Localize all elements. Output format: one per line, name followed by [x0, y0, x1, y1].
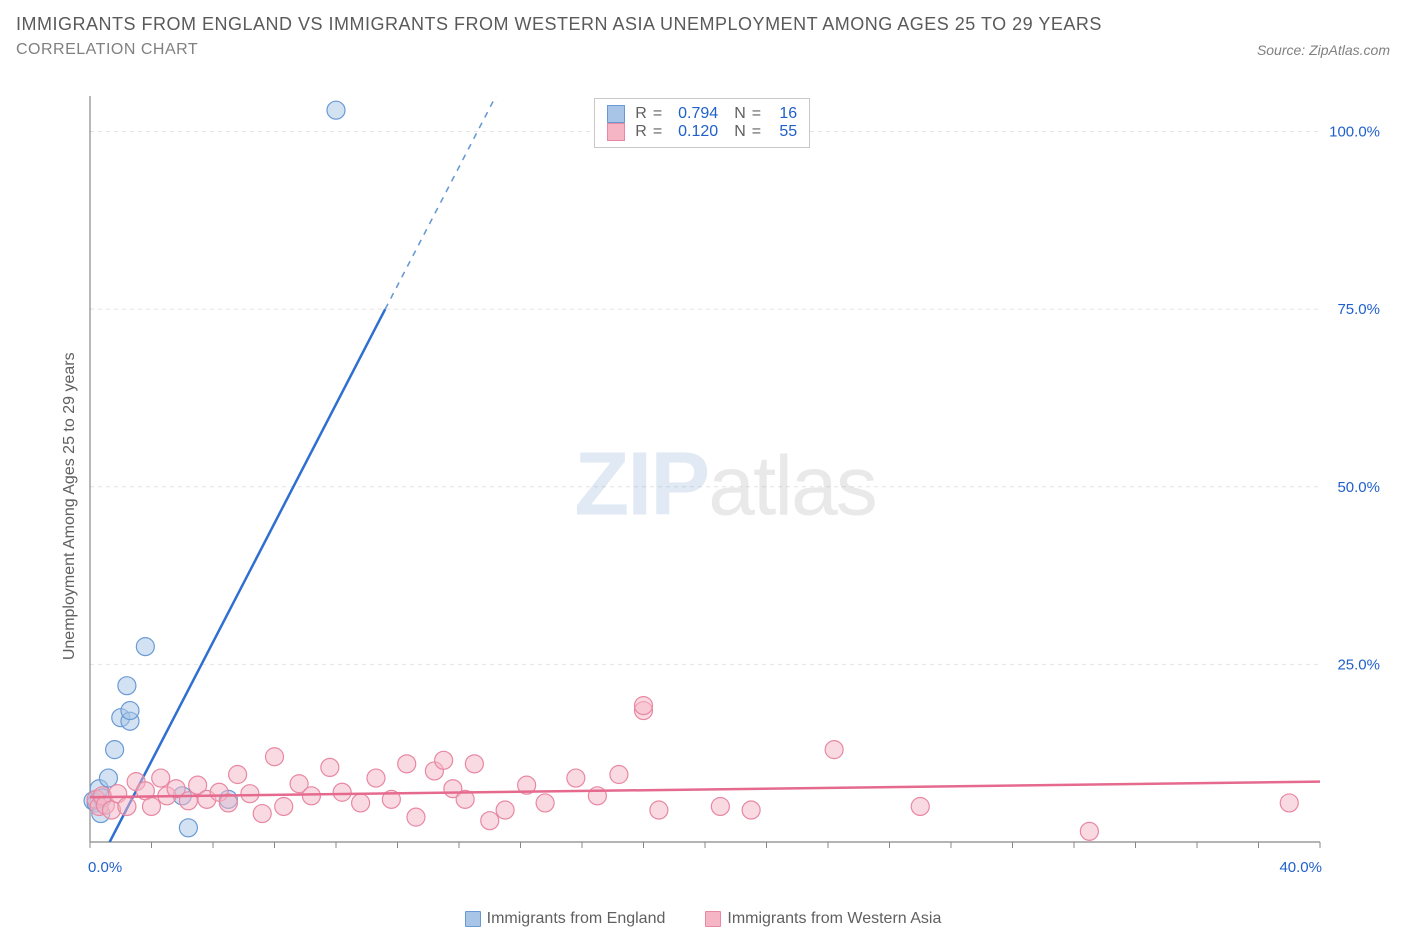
stats-r-label: R	[635, 123, 647, 141]
stats-n-label: N	[734, 123, 746, 141]
stats-legend-row: R = 0.794 N = 16	[607, 105, 797, 123]
stats-legend-box: R = 0.794 N = 16 R = 0.120 N = 55	[594, 98, 810, 148]
svg-text:40.0%: 40.0%	[1279, 859, 1322, 876]
stats-swatch	[607, 105, 625, 123]
stats-eq: =	[752, 123, 761, 141]
stats-r-value: 0.794	[668, 105, 718, 123]
stats-n-value: 16	[767, 105, 797, 123]
svg-text:Unemployment Among Ages 25 to: Unemployment Among Ages 25 to 29 years	[61, 352, 78, 660]
legend-item: Immigrants from England	[465, 910, 666, 928]
svg-text:100.0%: 100.0%	[1329, 124, 1380, 141]
stats-n-value: 55	[767, 123, 797, 141]
source-prefix: Source:	[1257, 42, 1309, 58]
chart-area: 25.0% 50.0% 75.0% 100.0% 0.0% 40.0% Unemployme…	[60, 90, 1390, 880]
source-attribution: Source: ZipAtlas.com	[1257, 42, 1390, 58]
scatter-chart-svg: 25.0% 50.0% 75.0% 100.0% 0.0% 40.0% Unemployme…	[60, 90, 1390, 880]
source-name: ZipAtlas.com	[1309, 42, 1390, 58]
stats-n-label: N	[734, 105, 746, 123]
stats-r-value: 0.120	[668, 123, 718, 141]
svg-text:50.0%: 50.0%	[1337, 479, 1380, 496]
stats-eq: =	[752, 105, 761, 123]
chart-subtitle: CORRELATION CHART	[16, 41, 198, 59]
svg-text:0.0%: 0.0%	[88, 859, 122, 876]
stats-r-label: R	[635, 105, 647, 123]
legend-swatch	[705, 911, 721, 927]
subtitle-row: CORRELATION CHART Source: ZipAtlas.com	[16, 41, 1390, 59]
series-legend-footer: Immigrants from England Immigrants from W…	[0, 910, 1406, 928]
stats-swatch	[607, 123, 625, 141]
stats-legend-row: R = 0.120 N = 55	[607, 123, 797, 141]
stats-eq: =	[653, 105, 662, 123]
svg-text:25.0%: 25.0%	[1337, 656, 1380, 673]
svg-text:75.0%: 75.0%	[1337, 301, 1380, 318]
chart-header: IMMIGRANTS FROM ENGLAND VS IMMIGRANTS FR…	[0, 0, 1406, 63]
legend-label: Immigrants from Western Asia	[727, 910, 941, 928]
legend-swatch	[465, 911, 481, 927]
stats-eq: =	[653, 123, 662, 141]
legend-item: Immigrants from Western Asia	[705, 910, 941, 928]
legend-label: Immigrants from England	[487, 910, 666, 928]
chart-title: IMMIGRANTS FROM ENGLAND VS IMMIGRANTS FR…	[16, 14, 1390, 35]
